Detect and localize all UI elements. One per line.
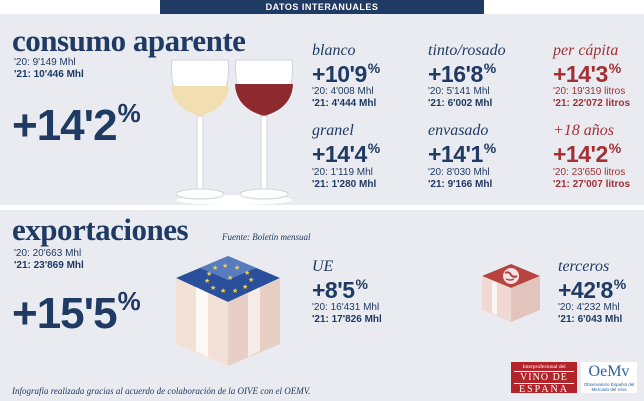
eu-flag-box-icon: ★ ★★ ★★★ ★★★ ★★★ bbox=[176, 256, 280, 366]
svg-text:★: ★ bbox=[227, 274, 233, 282]
svg-text:★: ★ bbox=[212, 264, 218, 272]
header-title: DATOS INTERANUALES bbox=[160, 0, 484, 14]
item-ue-curr: '21: 17'826 Mhl bbox=[312, 314, 382, 325]
item-granel-prev: '20: 1'119 Mhl bbox=[312, 167, 373, 178]
item-blanco-curr: '21: 4'444 Mhl bbox=[312, 98, 377, 109]
item-granel-label: granel bbox=[312, 122, 354, 139]
oive-logo-line2: VINO DE bbox=[514, 371, 574, 384]
consumo-prev: '20: 9'149 Mhl bbox=[14, 57, 76, 68]
item-percapita-prev: '20: 19'319 litros bbox=[553, 86, 626, 97]
consumo-curr: '21: 10'446 Mhl bbox=[14, 69, 84, 80]
item-ue-label: UE bbox=[312, 258, 334, 275]
item-granel-curr: '21: 1'280 Mhl bbox=[312, 179, 377, 190]
oive-logo-line3: ESPAÑA bbox=[519, 384, 569, 395]
export-source: Fuente: Boletín mensual bbox=[222, 232, 311, 242]
item-envasado-label: envasado bbox=[428, 122, 489, 139]
item-blanco-label: blanco bbox=[312, 42, 356, 59]
export-curr: '21: 23'869 Mhl bbox=[14, 260, 84, 271]
svg-text:★: ★ bbox=[204, 277, 210, 285]
svg-text:★: ★ bbox=[242, 283, 248, 291]
oive-logo: Interprofesional del VINO DE ESPAÑA bbox=[511, 362, 577, 395]
oive-logo-line1: Interprofesional del bbox=[522, 364, 566, 370]
item-granel-pct: +14'4% bbox=[312, 140, 380, 167]
item-envasado-prev: '20: 8'030 Mhl bbox=[428, 167, 490, 178]
svg-text:★: ★ bbox=[248, 276, 254, 284]
item-ue-prev: '20: 16'431 Mhl bbox=[312, 302, 380, 313]
consumo-main-pct: +14'2% bbox=[12, 98, 141, 150]
item-envasado-curr: '21: 9'166 Mhl bbox=[428, 179, 493, 190]
item-18anos-curr: '21: 27'007 litros bbox=[553, 179, 631, 190]
item-18anos-pct: +14'2% bbox=[553, 140, 621, 167]
item-terceros-prev: '20: 4'232 Mhl bbox=[558, 302, 620, 313]
item-percapita-curr: '21: 22'072 litros bbox=[553, 98, 631, 109]
export-title: exportaciones bbox=[12, 212, 189, 247]
item-percapita-label: per cápita bbox=[553, 42, 619, 59]
export-main-pct: +15'5% bbox=[12, 286, 141, 338]
consumo-title: consumo aparente bbox=[12, 23, 246, 58]
item-envasado-pct: +14'1% bbox=[428, 140, 496, 167]
svg-text:★: ★ bbox=[232, 287, 238, 295]
item-tinto-label: tinto/rosado bbox=[428, 42, 506, 59]
item-terceros-pct: +42'8% bbox=[558, 276, 626, 303]
section-divider bbox=[0, 205, 644, 210]
oemv-logo-sub: Observatorio Español del Mercado del Vin… bbox=[583, 382, 635, 392]
oemv-logo-main: OeMv bbox=[588, 363, 630, 380]
export-prev: '20: 20'663 Mhl bbox=[14, 248, 82, 259]
item-tinto-curr: '21: 6'002 Mhl bbox=[428, 98, 493, 109]
svg-text:★: ★ bbox=[222, 262, 228, 270]
footer-note: Infografía realizada gracias al acuerdo … bbox=[12, 386, 311, 396]
svg-text:★: ★ bbox=[206, 270, 212, 278]
item-18anos-prev: '20: 23'650 litros bbox=[553, 167, 626, 178]
item-blanco-pct: +10'9% bbox=[312, 60, 380, 87]
item-terceros-label: terceros bbox=[558, 258, 610, 275]
item-tinto-pct: +16'8% bbox=[428, 60, 496, 87]
item-percapita-pct: +14'3% bbox=[553, 60, 621, 87]
world-box-icon bbox=[482, 264, 540, 322]
item-tinto-prev: '20: 5'141 Mhl bbox=[428, 86, 490, 97]
svg-text:★: ★ bbox=[234, 264, 240, 272]
svg-text:★: ★ bbox=[220, 287, 226, 295]
item-blanco-prev: '20: 4'008 Mhl bbox=[312, 86, 374, 97]
item-terceros-curr: '21: 6'043 Mhl bbox=[558, 314, 623, 325]
svg-text:★: ★ bbox=[244, 269, 250, 277]
svg-text:★: ★ bbox=[210, 284, 216, 292]
oemv-logo: OeMv Observatorio Español del Mercado de… bbox=[581, 362, 637, 393]
item-18anos-label: +18 años bbox=[553, 122, 615, 139]
wine-glasses-icon bbox=[171, 59, 293, 205]
item-ue-pct: +8'5% bbox=[312, 276, 368, 303]
